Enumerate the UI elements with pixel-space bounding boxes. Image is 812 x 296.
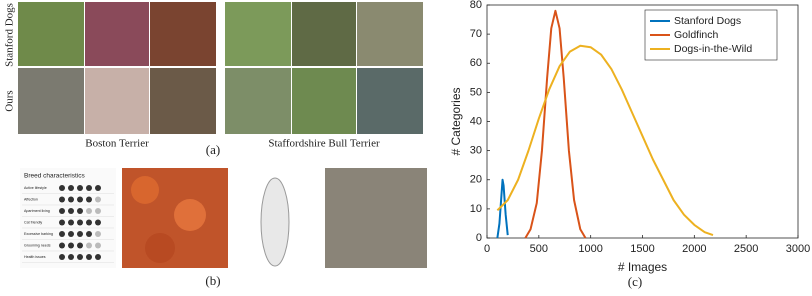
y-tick-label: 0 xyxy=(476,232,482,244)
photo-detail xyxy=(261,178,289,266)
paw-icon xyxy=(77,208,83,214)
paw-icon xyxy=(59,243,65,249)
paw-icon xyxy=(86,231,92,237)
x-tick-label: 2000 xyxy=(682,243,706,255)
y-tick-label: 20 xyxy=(470,174,482,186)
paw-icon xyxy=(95,197,101,203)
photo xyxy=(85,68,149,134)
photo-grid-a xyxy=(18,2,423,134)
paw-icon xyxy=(59,220,65,226)
legend-label: Stanford Dogs xyxy=(674,15,741,27)
paw-icon xyxy=(77,220,83,226)
photo xyxy=(150,2,216,66)
paw-icon xyxy=(77,185,83,191)
x-tick-label: 1500 xyxy=(630,243,654,255)
y-tick-label: 60 xyxy=(470,57,482,69)
paw-icon xyxy=(95,231,101,237)
photo xyxy=(150,68,216,134)
y-tick-label: 30 xyxy=(470,145,482,157)
table-row-label: Health issues xyxy=(24,255,46,259)
legend-label: Goldfinch xyxy=(674,29,719,41)
panel-label: (a) xyxy=(206,142,220,157)
legend-label: Dogs-in-the-Wild xyxy=(674,43,752,55)
paw-icon xyxy=(59,231,65,237)
panel-label: (c) xyxy=(628,274,642,289)
paw-icon xyxy=(59,208,65,214)
table-row-label: Excessive barking xyxy=(24,232,53,236)
paw-icon xyxy=(95,185,101,191)
paw-icon xyxy=(95,243,101,249)
photo xyxy=(357,2,423,66)
x-tick-label: 500 xyxy=(530,243,548,255)
photo xyxy=(225,68,291,134)
photo xyxy=(357,68,423,134)
x-tick-label: 1000 xyxy=(578,243,602,255)
table-row-label: Active lifestyle xyxy=(24,186,47,190)
paw-icon xyxy=(86,208,92,214)
table-title: Breed characteristics xyxy=(24,173,85,180)
legend: Stanford Dogs Goldfinch Dogs-in-the-Wild xyxy=(645,10,777,60)
photo xyxy=(18,68,84,134)
x-tick-label: 0 xyxy=(484,243,490,255)
paw-icon xyxy=(86,243,92,249)
photo xyxy=(292,2,356,66)
paw-icon xyxy=(68,220,74,226)
paw-icon xyxy=(77,243,83,249)
table-image xyxy=(20,168,116,268)
table-row-label: Cat friendly xyxy=(24,220,42,224)
table-row-label: Apartment living xyxy=(24,209,50,213)
figure: Stanford Dogs Ours Boston Terrier Staffo… xyxy=(0,0,812,296)
panel-label: (b) xyxy=(205,273,220,288)
photo xyxy=(225,2,291,66)
paw-icon xyxy=(77,231,83,237)
row-label: Stanford Dogs xyxy=(4,3,16,67)
photo-detail xyxy=(174,199,206,231)
photo xyxy=(325,168,427,268)
x-tick-label: 3000 xyxy=(786,243,810,255)
paw-icon xyxy=(68,254,74,260)
paw-icon xyxy=(68,243,74,249)
paw-icon xyxy=(68,197,74,203)
paw-icon xyxy=(59,254,65,260)
y-tick-label: 10 xyxy=(470,203,482,215)
paw-icon xyxy=(95,254,101,260)
photo xyxy=(292,68,356,134)
paw-icon xyxy=(68,231,74,237)
paw-icon xyxy=(86,220,92,226)
chart: 0 500 1000 1500 2000 2500 3000 0 10 20 30 40 50 60 70 8… xyxy=(449,0,810,274)
caption: Staffordshire Bull Terrier xyxy=(268,138,380,150)
photo xyxy=(85,2,149,66)
paw-icon xyxy=(95,208,101,214)
x-tick-label: 2500 xyxy=(734,243,758,255)
photo-detail xyxy=(145,233,175,263)
y-tick-label: 40 xyxy=(470,115,482,127)
y-axis-label: # Categories xyxy=(449,87,463,155)
characteristics-table: Breed characteristics Active lifestyle Af… xyxy=(20,168,116,268)
paw-icon xyxy=(86,185,92,191)
paw-icon xyxy=(59,197,65,203)
y-tick-label: 50 xyxy=(470,86,482,98)
paw-icon xyxy=(86,197,92,203)
paw-icon xyxy=(77,197,83,203)
paw-icon xyxy=(59,185,65,191)
paw-icon xyxy=(68,185,74,191)
paw-icon xyxy=(77,254,83,260)
y-tick-label: 80 xyxy=(470,0,482,11)
x-axis-label: # Images xyxy=(618,260,667,274)
paw-icon xyxy=(68,208,74,214)
photo-detail xyxy=(131,176,159,204)
y-tick-label: 70 xyxy=(470,28,482,40)
row-label: Ours xyxy=(4,90,16,111)
photo xyxy=(18,2,84,66)
paw-icon xyxy=(86,254,92,260)
table-row-label: Affection xyxy=(24,197,38,201)
paw-icon xyxy=(95,220,101,226)
table-row-label: Grooming needs xyxy=(24,243,51,247)
caption: Boston Terrier xyxy=(85,138,149,150)
